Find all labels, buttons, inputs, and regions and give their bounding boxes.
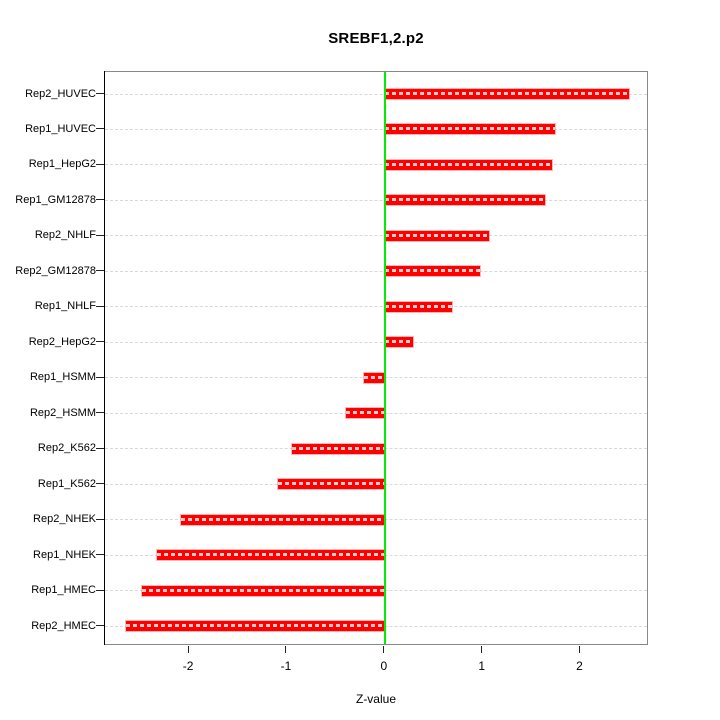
y-tick [96, 270, 104, 272]
bar-dash-overlay [384, 233, 489, 237]
y-axis-label: Rep2_NHLF [34, 229, 96, 242]
bar-dash-overlay [181, 517, 385, 521]
y-tick [96, 376, 104, 378]
bar-dash-overlay [156, 553, 385, 557]
bar-dash-overlay [384, 127, 556, 131]
bar-Rep1_NHEK [156, 550, 385, 561]
y-tick [96, 625, 104, 627]
y-axis-label: Rep1_GM12878 [15, 193, 96, 206]
bar-dash-overlay [142, 588, 385, 592]
gridline [105, 199, 647, 201]
y-tick [96, 554, 104, 556]
bar-dash-overlay [345, 411, 385, 415]
y-axis-label: Rep1_HepG2 [28, 158, 96, 171]
y-axis-label: Rep1_HSMM [29, 371, 96, 384]
x-tick-label: 1 [478, 658, 485, 673]
y-tick [96, 447, 104, 449]
y-tick [96, 234, 104, 236]
y-tick [96, 341, 104, 343]
y-axis-label: Rep2_K562 [37, 442, 96, 455]
y-axis-label: Rep2_HepG2 [28, 335, 96, 348]
y-axis-label: Rep2_HMEC [31, 619, 96, 632]
gridline [105, 235, 647, 237]
bar-Rep1_K562 [278, 479, 385, 490]
plot-area [104, 71, 648, 645]
bar-Rep2_K562 [291, 443, 385, 454]
bar-Rep2_NHLF [384, 230, 489, 241]
bar-Rep1_HUVEC [384, 124, 556, 135]
bar-dash-overlay [384, 269, 480, 273]
bar-Rep1_HepG2 [384, 159, 553, 170]
chart-title: SREBF1,2.p2 [328, 30, 424, 47]
bar-Rep2_NHEK [181, 514, 385, 525]
bar-dash-overlay [384, 304, 453, 308]
y-axis-label: Rep1_NHEK [33, 548, 96, 561]
x-tick-label: 2 [576, 658, 583, 673]
y-axis-line [104, 71, 105, 645]
y-tick [96, 199, 104, 201]
y-axis-label: Rep2_GM12878 [15, 264, 96, 277]
x-tick-label: -1 [280, 658, 292, 673]
y-axis-label: Rep1_HUVEC [25, 122, 96, 135]
bar-Rep2_HUVEC [384, 89, 630, 99]
bar-dash-overlay [278, 482, 385, 486]
bar-Rep1_HMEC [142, 585, 385, 596]
y-tick [96, 93, 104, 94]
y-axis-label: Rep1_NHLF [34, 300, 96, 313]
x-tick [285, 645, 287, 653]
x-tick [481, 645, 483, 653]
bar-dash-overlay [384, 162, 553, 166]
x-tick [187, 645, 189, 653]
y-tick [96, 305, 104, 307]
x-tick [579, 645, 580, 653]
y-tick [96, 518, 104, 520]
bar-dash-overlay [384, 92, 630, 95]
bar-dash-overlay [384, 198, 546, 202]
gridline [105, 164, 647, 166]
bar-dash-overlay [125, 624, 385, 628]
bar-Rep1_GM12878 [384, 195, 546, 206]
gridline [105, 270, 647, 272]
bar-Rep2_GM12878 [384, 266, 480, 277]
bar-Rep1_HSMM [364, 372, 385, 383]
y-tick [96, 163, 104, 165]
y-tick [96, 412, 104, 414]
y-axis-label: Rep2_NHEK [33, 513, 96, 526]
x-axis-title: Z-value [355, 692, 396, 706]
gridline [105, 306, 647, 308]
y-axis-label: Rep1_HMEC [31, 584, 96, 597]
x-tick-label: -2 [182, 658, 194, 673]
bar-dash-overlay [291, 446, 385, 450]
gridline [105, 341, 647, 343]
bar-dash-overlay [364, 375, 385, 379]
y-tick [96, 483, 104, 485]
x-tick-label: 0 [380, 658, 388, 673]
y-axis-label: Rep1_K562 [37, 477, 96, 490]
x-tick [383, 645, 385, 653]
zero-line [383, 72, 386, 644]
bar-Rep1_NHLF [384, 301, 453, 312]
bar-dash-overlay [384, 340, 414, 344]
bar-Rep2_HSMM [345, 408, 385, 419]
gridline [105, 128, 647, 130]
y-tick [96, 589, 104, 591]
y-tick [96, 128, 104, 130]
bar-Rep2_HMEC [125, 621, 385, 632]
y-axis-label: Rep2_HUVEC [25, 87, 96, 100]
y-axis-label: Rep2_HSMM [29, 406, 96, 419]
bar-Rep2_HepG2 [384, 337, 414, 348]
gridline [105, 93, 647, 95]
